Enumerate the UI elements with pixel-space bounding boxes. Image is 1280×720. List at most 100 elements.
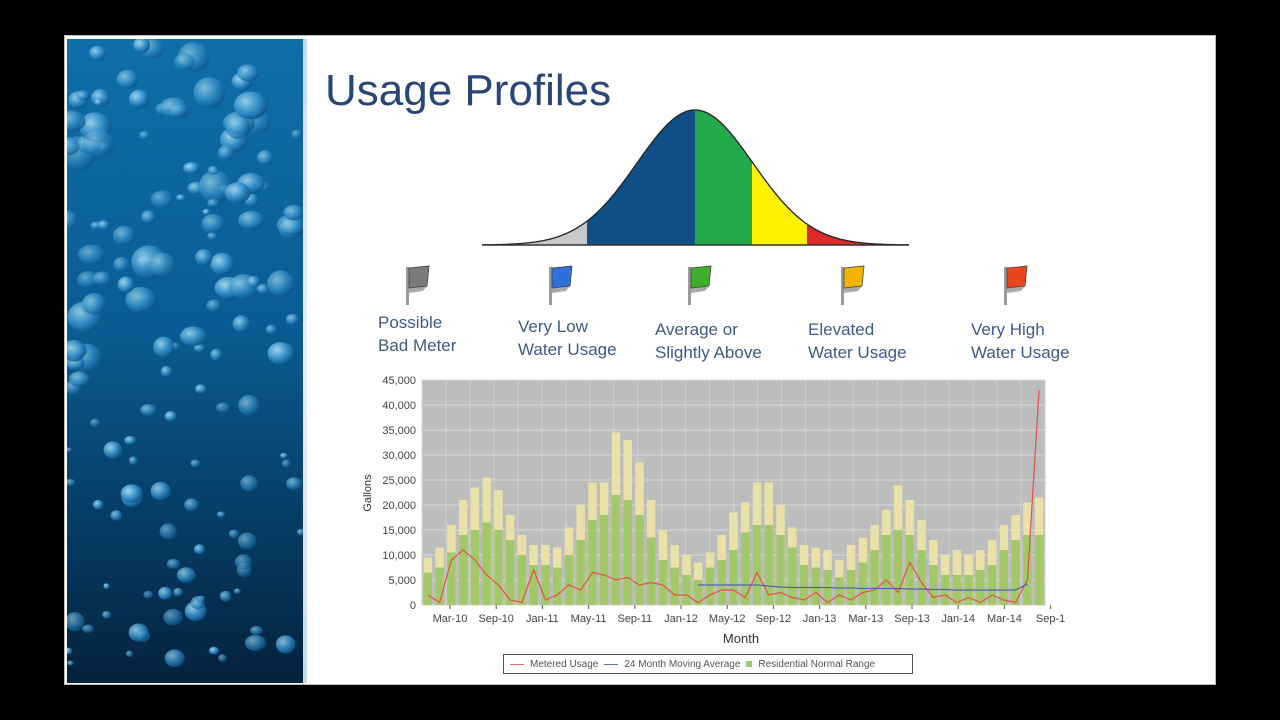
moving-average-line bbox=[698, 583, 1028, 591]
range-low-bar bbox=[470, 530, 480, 605]
bell-segment bbox=[587, 110, 695, 245]
bubble bbox=[125, 286, 157, 313]
flag-label-line2: Water Usage bbox=[518, 340, 617, 359]
bubble bbox=[67, 447, 72, 453]
bubble bbox=[89, 45, 107, 61]
range-low-bar bbox=[788, 547, 797, 605]
bubble bbox=[113, 256, 130, 273]
x-tick-label: Sep-13 bbox=[894, 613, 929, 625]
slide-title: Usage Profiles bbox=[325, 66, 612, 115]
bubble bbox=[67, 136, 80, 156]
bubble bbox=[67, 647, 72, 655]
bubble bbox=[240, 475, 259, 492]
bubble bbox=[176, 194, 186, 202]
metered-usage-line bbox=[427, 389, 1040, 604]
bubble bbox=[124, 436, 137, 445]
range-low-bar bbox=[635, 515, 644, 605]
flag-label: Average or Slightly Above bbox=[655, 318, 762, 364]
range-low-bar bbox=[870, 550, 879, 605]
bubble bbox=[92, 499, 104, 510]
flag-label-line2: Water Usage bbox=[971, 343, 1070, 362]
bubble bbox=[158, 586, 173, 600]
bubble bbox=[179, 326, 207, 347]
bubble bbox=[257, 150, 274, 165]
y-tick-label: 35,000 bbox=[382, 425, 416, 437]
chart-legend: Metered Usage 24 Month Moving Average Re… bbox=[503, 654, 913, 674]
range-low-bar bbox=[623, 500, 632, 605]
x-tick-label: Sep-10 bbox=[478, 613, 513, 625]
bubble bbox=[166, 558, 180, 569]
bubble bbox=[103, 441, 123, 459]
bubble bbox=[219, 590, 232, 602]
x-tick-label: Sep-11 bbox=[617, 613, 652, 625]
bubble bbox=[93, 271, 112, 286]
bubble bbox=[76, 90, 90, 101]
bubble bbox=[159, 523, 177, 540]
y-tick-label: 5,000 bbox=[388, 575, 416, 587]
bubble bbox=[202, 208, 211, 216]
flag-label: Very High Water Usage bbox=[971, 318, 1070, 364]
bubble bbox=[291, 129, 302, 140]
blue-flag-icon bbox=[544, 264, 578, 313]
legend-metered-swatch bbox=[510, 663, 524, 665]
bubble bbox=[224, 182, 251, 204]
range-low-bar bbox=[717, 560, 726, 605]
bubble bbox=[228, 529, 240, 539]
bell-segment bbox=[482, 221, 587, 245]
range-low-bar bbox=[987, 565, 997, 605]
bubble bbox=[68, 371, 90, 387]
bubble bbox=[256, 283, 270, 295]
bubble bbox=[82, 293, 107, 315]
bubble bbox=[207, 198, 220, 208]
y-tick-label: 15,000 bbox=[382, 525, 416, 537]
bubble bbox=[149, 252, 176, 278]
range-low-bar bbox=[588, 520, 597, 605]
x-tick-label: Mar-10 bbox=[433, 613, 468, 625]
bubble bbox=[237, 532, 257, 550]
x-tick-label: Jan-14 bbox=[941, 613, 975, 625]
slide: Usage Profiles Possible Bad Meter Very Low… bbox=[64, 35, 1216, 685]
range-low-bar bbox=[835, 577, 844, 605]
bubble bbox=[297, 528, 303, 536]
range-low-bar bbox=[541, 565, 550, 605]
bubble bbox=[140, 404, 157, 416]
bubble bbox=[285, 313, 300, 325]
range-low-bar bbox=[435, 567, 444, 605]
bubble bbox=[238, 210, 265, 230]
range-low-bar bbox=[752, 525, 762, 605]
flag-label-line2: Slightly Above bbox=[655, 343, 762, 362]
x-tick-label: Mar-13 bbox=[848, 613, 883, 625]
usage-chart: 0 5,000 10,000 15,000 20,000 25,000 30,000 35,0… bbox=[362, 376, 1065, 646]
range-low-bar bbox=[705, 567, 715, 605]
bubble bbox=[112, 225, 136, 246]
legend-metered-usage: Metered Usage bbox=[530, 658, 599, 670]
bubble bbox=[126, 650, 133, 658]
bubble bbox=[90, 418, 101, 428]
bubble bbox=[110, 510, 123, 521]
yellow-flag-icon bbox=[836, 264, 870, 313]
flag-label-line1: Very Low bbox=[518, 317, 588, 336]
bubble bbox=[267, 341, 295, 365]
range-low-bar bbox=[611, 495, 621, 605]
y-tick-label: 40,000 bbox=[382, 400, 416, 412]
bubble bbox=[82, 624, 94, 633]
bubble bbox=[206, 299, 222, 313]
x-tick-label: Mar-14 bbox=[987, 613, 1022, 625]
x-axis-label: Month bbox=[723, 631, 759, 646]
bubble bbox=[238, 394, 260, 416]
x-tick-label: May-11 bbox=[571, 613, 607, 625]
legend-moving-average: 24 Month Moving Average bbox=[624, 658, 741, 670]
bubble bbox=[116, 69, 139, 89]
y-axis-label: Gallons bbox=[362, 474, 374, 512]
range-low-bar bbox=[1011, 540, 1020, 605]
bubble bbox=[133, 39, 150, 54]
x-tick-label: May-12 bbox=[709, 613, 746, 625]
bubble bbox=[67, 612, 85, 632]
y-tick-label: 0 bbox=[410, 600, 416, 612]
bubble bbox=[190, 596, 205, 610]
flag-label-line2: Water Usage bbox=[808, 343, 907, 362]
bubble bbox=[207, 165, 220, 175]
bubble bbox=[160, 365, 173, 377]
range-low-bar bbox=[423, 572, 433, 605]
range-low-bar bbox=[482, 522, 491, 605]
